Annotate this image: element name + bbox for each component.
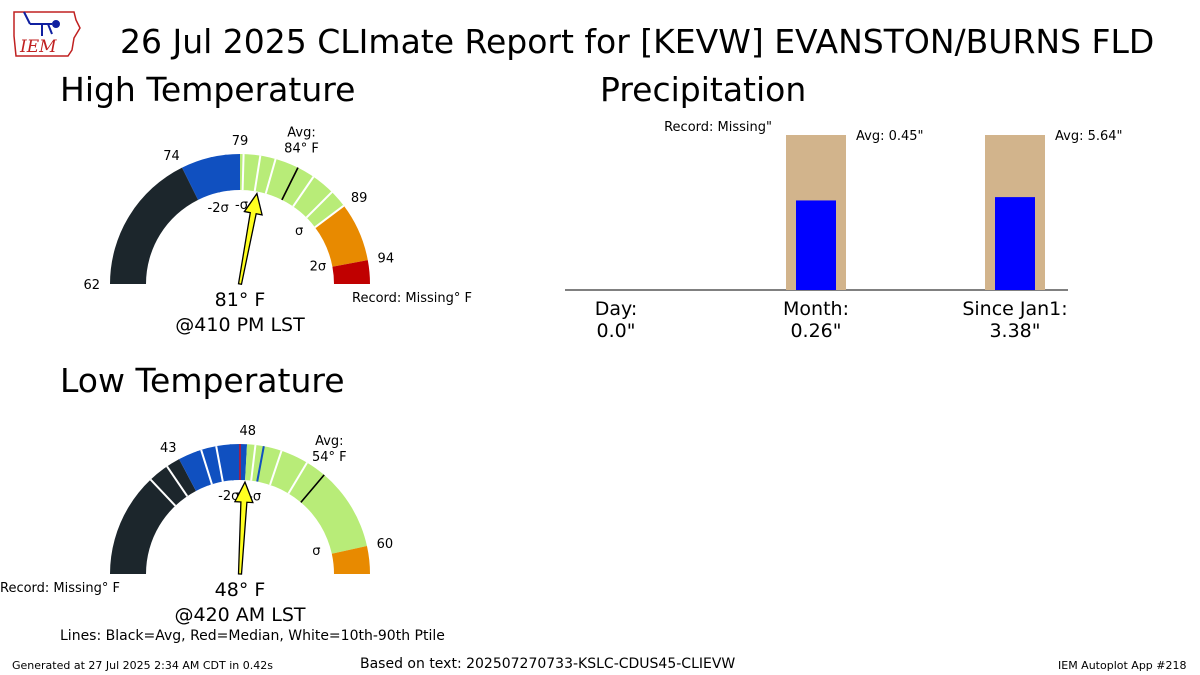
tick-label: 62 (83, 278, 100, 293)
tick-label: 74 (163, 149, 180, 164)
gauge-band (332, 260, 370, 284)
footer-generated: Generated at 27 Jul 2025 2:34 AM CDT in … (12, 659, 273, 672)
sigma-label: σ (295, 224, 303, 239)
percentile-line (264, 158, 277, 194)
tick-label: 89 (351, 191, 368, 206)
weather-station-icon (23, 11, 60, 36)
footer-app: IEM Autoplot App #218 (1058, 659, 1187, 672)
low-record-label: Record: Missing° F (0, 581, 120, 596)
gauge-band-line (224, 154, 231, 191)
percentile-line (269, 450, 283, 486)
gauge-band (110, 459, 196, 574)
precip-title: Precipitation (600, 70, 807, 109)
sigma-label: -2σ (218, 489, 239, 504)
avg-label: Avg: (287, 125, 315, 140)
percentile-line (253, 155, 262, 192)
avg-bar-label: Avg: 5.64" (1055, 129, 1123, 144)
value-label: 0.0" (597, 320, 636, 342)
avg-value-label: 54° F (312, 450, 347, 465)
precip-record-label: Record: Missing" (664, 120, 772, 135)
gauge-band (331, 546, 370, 574)
gauge-band (245, 444, 367, 554)
observed-arrow (237, 192, 263, 286)
lines-legend-note: Lines: Black=Avg, Red=Median, White=10th… (60, 628, 445, 644)
category-label: Day: (595, 298, 638, 320)
category-label: Since Jan1: (962, 298, 1067, 320)
gauge-band (240, 154, 344, 228)
iem-logo: IEM (13, 11, 81, 57)
sigma-label: σ (312, 544, 320, 559)
avg-label: Avg: (315, 434, 343, 449)
observed-time: @420 AM LST (175, 604, 306, 626)
percentile-line (200, 449, 213, 485)
high-record-label: Record: Missing° F (352, 291, 472, 306)
category-label: Month: (783, 298, 849, 320)
page-title: 26 Jul 2025 CLImate Report for [KEVW] EV… (120, 22, 1155, 61)
avg-value-label: 84° F (284, 141, 319, 156)
footer-based-on: Based on text: 202507270733-KSLC-CDUS45-… (360, 656, 736, 672)
low-temp-title: Low Temperature (60, 361, 345, 400)
gauge-band-line (229, 444, 234, 481)
avg-bar-label: Avg: 0.45" (856, 129, 924, 144)
observed-arrow (233, 480, 254, 575)
tick-label: 43 (160, 441, 177, 456)
gauge-band-line (210, 156, 221, 193)
percentile-line (314, 204, 345, 229)
logo-text: IEM (19, 37, 57, 57)
tick-label: 60 (377, 537, 394, 552)
percentile-line (287, 462, 308, 494)
avg-line (300, 474, 325, 503)
percentile-line (292, 176, 315, 208)
value-label: 0.26" (790, 320, 841, 342)
percentile-line (241, 154, 245, 191)
observed-bar (796, 200, 836, 290)
gauge-band (315, 205, 368, 267)
percentile-line (305, 191, 333, 219)
percentile-line (215, 446, 224, 482)
sigma-label: -σ (235, 198, 248, 213)
gauge-band-line (256, 446, 265, 482)
observed-value: 48° F (215, 579, 266, 601)
tick-label: 94 (378, 252, 395, 267)
gauge-band (182, 154, 240, 200)
high-temp-title: High Temperature (60, 70, 356, 109)
sigma-label: 2σ (310, 260, 327, 275)
percentile-line (250, 444, 257, 481)
observed-value: 81° F (215, 289, 266, 311)
iowa-outline-icon (13, 11, 81, 57)
avg-line (281, 167, 299, 201)
percentile-line (166, 465, 189, 497)
tick-label: 79 (232, 134, 249, 149)
observed-time: @410 PM LST (175, 314, 305, 336)
gauge-band (110, 167, 199, 284)
percentile-line (149, 478, 177, 507)
observed-bar (995, 197, 1035, 290)
gauge-band-line (196, 450, 210, 486)
sigma-label: -2σ (208, 201, 229, 216)
tick-label: 48 (240, 424, 257, 439)
value-label: 3.38" (989, 320, 1040, 342)
